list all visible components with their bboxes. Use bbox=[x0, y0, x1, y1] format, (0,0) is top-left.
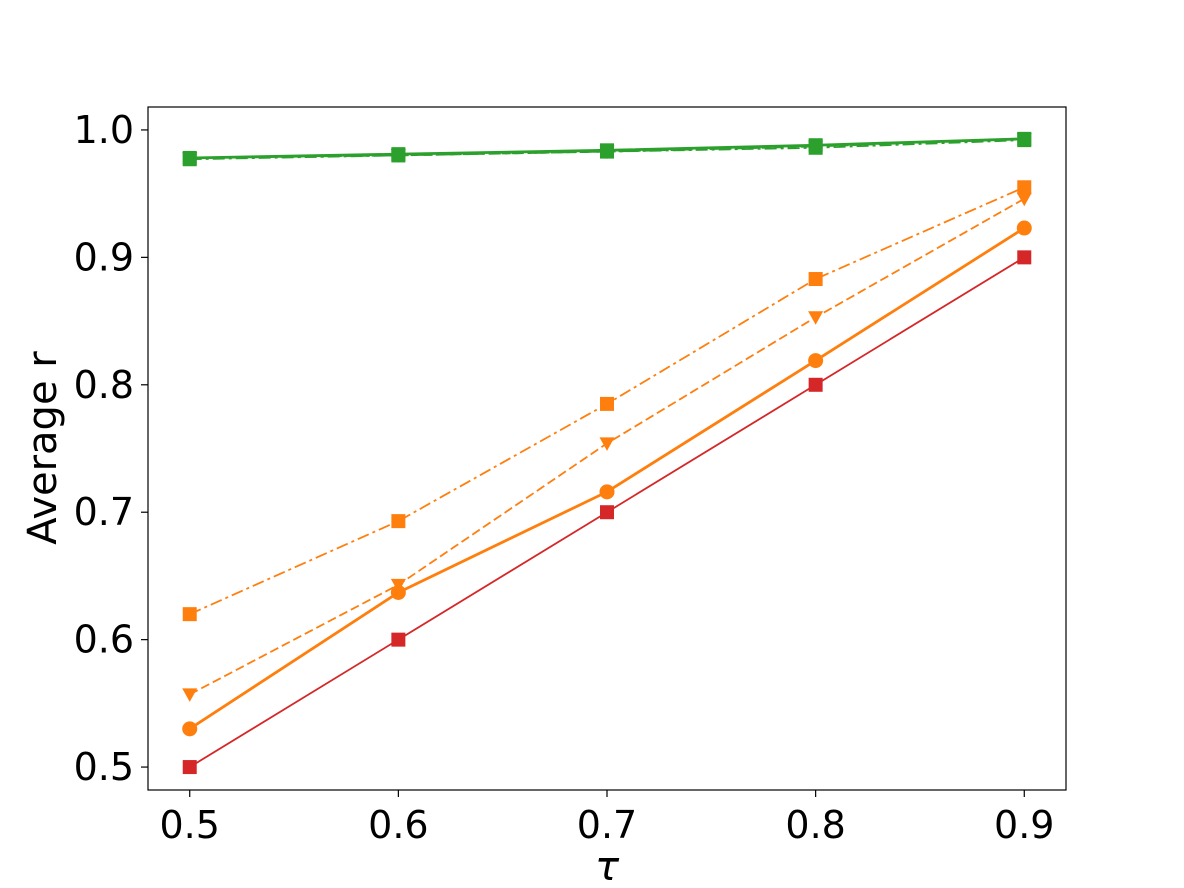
x-tick-label: 0.8 bbox=[785, 803, 845, 847]
data-point bbox=[1017, 131, 1032, 146]
data-point bbox=[600, 396, 614, 411]
series-3 bbox=[182, 180, 1032, 622]
data-point bbox=[1016, 192, 1032, 207]
series-2 bbox=[182, 192, 1032, 702]
data-point bbox=[600, 143, 614, 158]
data-point bbox=[1017, 250, 1032, 265]
data-point bbox=[182, 688, 198, 702]
y-tick-label: 0.9 bbox=[74, 235, 134, 279]
data-point bbox=[599, 437, 615, 451]
y-axis-label: Average r bbox=[20, 351, 66, 545]
y-tick-label: 0.8 bbox=[74, 363, 134, 407]
y-tick-label: 0.7 bbox=[74, 490, 134, 534]
y-tick-label: 0.5 bbox=[74, 745, 134, 789]
series-0 bbox=[182, 250, 1032, 775]
data-point bbox=[808, 272, 823, 287]
data-point bbox=[391, 632, 406, 647]
x-axis: 0.5 0.6 0.7 0.8 0.9 bbox=[160, 790, 1054, 847]
y-tick-label: 0.6 bbox=[74, 618, 134, 662]
series-6 bbox=[182, 131, 1032, 165]
data-point bbox=[390, 578, 406, 593]
plot-series bbox=[182, 131, 1032, 775]
data-point bbox=[1017, 180, 1032, 195]
y-tick-label: 1.0 bbox=[74, 108, 134, 152]
data-point bbox=[182, 607, 197, 622]
x-axis-label: τ bbox=[595, 844, 620, 888]
x-tick-label: 0.7 bbox=[577, 803, 637, 847]
x-tick-label: 0.9 bbox=[994, 803, 1054, 847]
data-point bbox=[391, 514, 406, 529]
data-point bbox=[182, 721, 198, 737]
data-point bbox=[808, 311, 824, 325]
data-point bbox=[182, 760, 197, 775]
data-point bbox=[599, 484, 615, 500]
y-axis: 0.5 0.6 0.7 0.8 0.9 1.0 bbox=[74, 108, 148, 789]
data-point bbox=[600, 505, 614, 520]
data-point bbox=[182, 150, 197, 165]
data-point bbox=[808, 353, 824, 369]
data-point bbox=[808, 138, 823, 153]
data-point bbox=[1016, 220, 1032, 236]
data-point bbox=[808, 377, 823, 392]
series-line bbox=[188, 226, 1026, 731]
series-1 bbox=[182, 220, 1032, 737]
data-point bbox=[391, 147, 406, 162]
x-tick-label: 0.6 bbox=[368, 803, 428, 847]
x-tick-label: 0.5 bbox=[160, 803, 220, 847]
data-point bbox=[390, 584, 406, 600]
